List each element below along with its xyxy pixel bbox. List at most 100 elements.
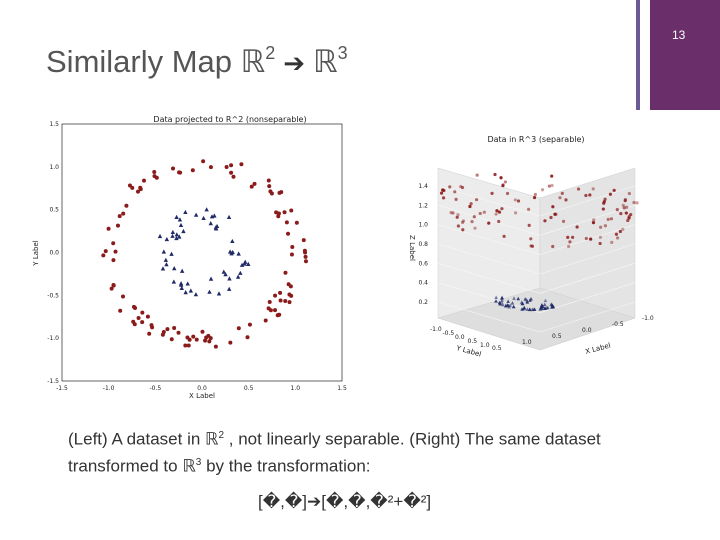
data-point-inner [528, 298, 532, 302]
data-point-outer [533, 192, 537, 197]
data-point-outer [473, 226, 477, 230]
data-point-outer [566, 235, 570, 240]
y-tick-label: -1.0 [47, 335, 59, 342]
data-point-outer [171, 166, 176, 171]
data-point-outer [625, 205, 629, 209]
data-point-outer [441, 196, 446, 200]
data-point-outer [140, 310, 145, 315]
z-tick-label: 1.2 [418, 202, 428, 209]
data-point-inner [543, 298, 548, 303]
data-point-inner [230, 238, 235, 244]
data-point-outer [501, 183, 505, 188]
data-point-outer [487, 221, 491, 225]
data-point-inner [510, 301, 515, 305]
data-point-outer [529, 237, 533, 241]
data-point-outer [200, 329, 205, 334]
data-point-outer [287, 300, 292, 305]
z-tick-label: 0.8 [418, 241, 428, 248]
data-point-outer [138, 185, 143, 190]
data-point-outer [547, 184, 551, 188]
data-point-inner [497, 300, 502, 304]
data-point-outer [482, 210, 486, 214]
accent-bar [650, 0, 720, 110]
data-point-outer [461, 219, 466, 223]
data-point-outer [571, 235, 575, 239]
data-point-outer [621, 227, 625, 231]
data-point-outer [495, 209, 499, 213]
data-point-inner [208, 221, 213, 226]
data-point-outer [111, 258, 116, 263]
title-to-space: ℝ [313, 44, 338, 79]
data-point-outer [266, 178, 271, 183]
data-point-outer [140, 320, 145, 325]
data-point-outer [623, 197, 628, 202]
data-point-outer [286, 282, 291, 287]
data-point-outer [635, 201, 639, 205]
data-point-inner [525, 307, 530, 311]
data-point-outer [302, 248, 307, 253]
data-point-outer [439, 191, 444, 195]
data-point-inner [235, 274, 241, 279]
arrow-icon: ➔ [283, 48, 306, 78]
data-point-outer [475, 173, 479, 177]
data-point-inner [178, 222, 184, 228]
grid-line [539, 185, 636, 217]
data-point-outer [441, 188, 445, 192]
data-point-outer [203, 338, 208, 343]
data-point-inner [170, 233, 175, 238]
data-point-inner [193, 212, 199, 217]
data-point-outer [124, 203, 129, 208]
y-tick-label: 0.5 [49, 207, 59, 214]
data-point-inner [174, 232, 180, 237]
data-point-inner [523, 297, 528, 301]
data-point-outer [530, 244, 535, 248]
data-point-outer [603, 197, 607, 201]
data-point-outer [540, 188, 545, 192]
data-point-outer [601, 207, 605, 211]
data-point-outer [527, 223, 531, 228]
data-point-outer [550, 183, 554, 188]
data-point-outer [290, 245, 295, 250]
data-point-outer [469, 202, 473, 206]
data-point-outer [456, 213, 460, 217]
data-point-outer [283, 298, 288, 303]
data-point-outer [208, 165, 213, 170]
grid-line [539, 205, 636, 236]
data-point-outer [567, 244, 571, 248]
data-point-inner [201, 215, 206, 221]
data-point-outer [147, 331, 152, 336]
data-point-outer [208, 336, 213, 341]
data-point-outer [551, 244, 555, 249]
data-point-inner [236, 251, 241, 256]
data-point-inner [207, 289, 212, 294]
data-point-outer [608, 192, 613, 196]
data-point-outer [588, 193, 592, 197]
data-point-inner [516, 296, 521, 301]
data-point-outer [190, 168, 195, 173]
chart-title: Data projected to R^2 (nonseparable) [153, 115, 306, 124]
data-point-outer [497, 219, 501, 224]
data-point-outer [224, 164, 229, 169]
data-point-outer [599, 225, 603, 229]
title-from-exp: 2 [265, 42, 276, 63]
data-point-inner [161, 249, 167, 254]
z-tick-label: 1.4 [418, 183, 428, 190]
data-point-outer [453, 190, 457, 194]
data-point-outer [154, 175, 159, 180]
data-point-outer [279, 190, 284, 195]
data-point-inner [213, 225, 218, 230]
y-tick-label: -1.5 [47, 378, 59, 385]
data-point-outer [505, 191, 510, 196]
data-point-inner [212, 213, 217, 218]
data-point-inner [181, 228, 186, 234]
data-point-outer [252, 181, 257, 186]
data-point-outer [201, 159, 206, 164]
x-tick-label: 1.0 [522, 339, 532, 346]
data-point-outer [303, 259, 308, 264]
grid-line [539, 263, 636, 294]
data-point-inner [512, 296, 516, 300]
data-point-inner [223, 272, 228, 277]
data-point-outer [470, 220, 474, 224]
data-point-inner [239, 262, 245, 267]
data-point-outer [455, 215, 459, 219]
